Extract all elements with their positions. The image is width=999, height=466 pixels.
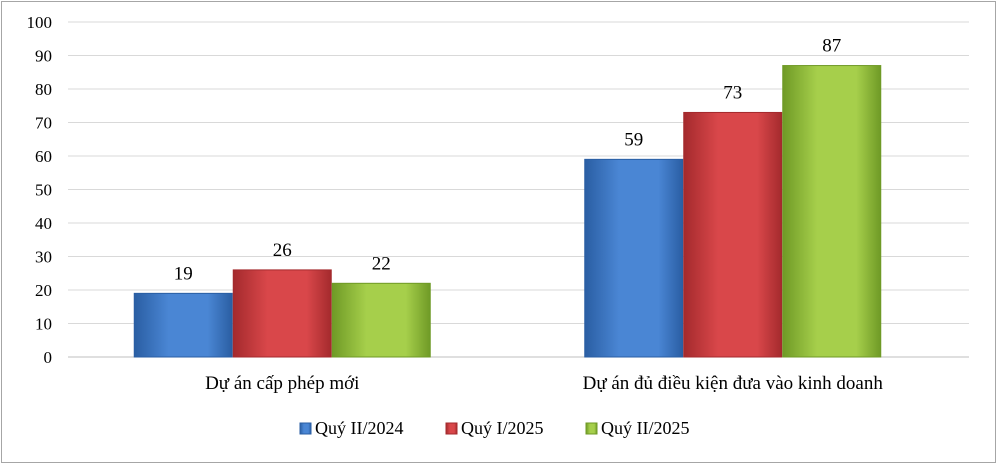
y-tick-label: 30 [35, 248, 52, 267]
bar [133, 292, 233, 358]
legend-swatch [585, 422, 598, 435]
data-label: 22 [372, 253, 391, 274]
bar [683, 111, 783, 358]
category-labels: Dự án cấp phép mới Dự án đủ điều kiện đưa… [205, 373, 883, 394]
legend-label: Quý II/2024 [315, 418, 404, 438]
bar [232, 269, 332, 358]
legend-label: Quý I/2025 [461, 418, 544, 438]
y-tick-label: 90 [35, 47, 52, 66]
legend-swatch [299, 422, 312, 435]
category-label: Dự án cấp phép mới [205, 373, 359, 394]
y-tick-label: 70 [35, 114, 52, 133]
category-label: Dự án đủ điều kiện đưa vào kinh doanh [583, 373, 884, 394]
data-label: 19 [174, 263, 193, 284]
y-tick-label: 80 [35, 80, 52, 99]
y-tick-label: 10 [35, 315, 52, 334]
data-label: 26 [273, 240, 292, 261]
bar [782, 65, 882, 358]
y-axis-ticks: 0 10 20 30 40 50 60 70 80 90 100 [27, 13, 53, 367]
legend-swatch [445, 422, 458, 435]
bars [133, 65, 882, 358]
data-labels: 19 26 22 59 73 87 [174, 36, 842, 285]
legend: Quý II/2024 Quý I/2025 Quý II/2025 [299, 418, 690, 438]
bar [331, 282, 431, 358]
legend-label: Quý II/2025 [601, 418, 690, 438]
y-tick-label: 20 [35, 281, 52, 300]
y-tick-label: 50 [35, 181, 52, 200]
y-tick-label: 60 [35, 147, 52, 166]
data-label: 59 [624, 129, 643, 150]
y-tick-label: 0 [44, 348, 53, 367]
bar [584, 158, 684, 358]
y-tick-label: 40 [35, 214, 52, 233]
y-tick-label: 100 [27, 13, 53, 32]
data-label: 73 [723, 82, 742, 103]
data-label: 87 [822, 36, 841, 57]
